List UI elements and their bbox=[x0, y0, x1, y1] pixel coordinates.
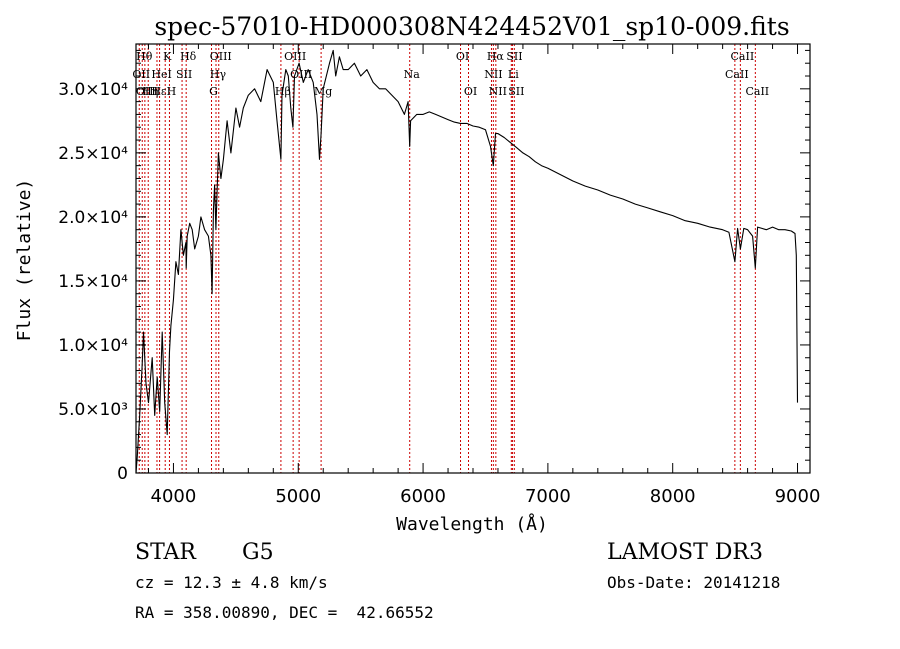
line-marker-label-0: OII bbox=[132, 68, 150, 81]
coordinates-readout: RA = 358.00890, DEC = 42.66552 bbox=[135, 603, 434, 622]
line-marker-label-19: OI bbox=[464, 85, 477, 98]
line-marker-label-6: K bbox=[163, 50, 172, 63]
redshift-readout: cz = 12.3 ± 4.8 km/s bbox=[135, 573, 328, 592]
y-tick-label-0: 0 bbox=[117, 464, 128, 484]
y-tick-label-3: 1.5×10⁴ bbox=[58, 272, 128, 292]
y-tick-label-5: 2.5×10⁴ bbox=[58, 144, 128, 164]
line-marker-label-11: Hγ bbox=[210, 68, 227, 81]
x-tick-label-3: 7000 bbox=[525, 486, 571, 507]
x-tick-label-4: 8000 bbox=[650, 486, 696, 507]
line-marker-label-group: OIIHθOIIIHηHεHeIKHSIIHδGHγOIIIHβOIIIOIII… bbox=[132, 50, 769, 98]
y-tick-label-2: 1.0×10⁴ bbox=[58, 336, 128, 356]
spectrum-series-line bbox=[135, 49, 799, 474]
line-marker-label-26: CaII bbox=[725, 68, 749, 81]
x-tick-label-2: 6000 bbox=[400, 486, 446, 507]
plot-frame bbox=[135, 43, 811, 474]
x-axis-label: Wavelength (Å) bbox=[396, 513, 548, 535]
chart-title: spec-57010-HD000308N424452V01_sp10-009.f… bbox=[154, 12, 789, 41]
line-marker-label-17: Na bbox=[404, 68, 421, 81]
object-class: STAR bbox=[135, 540, 196, 565]
object-subclass: G5 bbox=[242, 540, 274, 565]
y-tick-label-6: 3.0×10⁴ bbox=[58, 80, 128, 100]
line-marker-label-27: CaII bbox=[731, 50, 755, 63]
line-marker-label-25: SII bbox=[508, 85, 524, 98]
line-marker-group bbox=[138, 44, 756, 473]
survey-name: LAMOST DR3 bbox=[607, 540, 763, 565]
line-marker-label-20: NII bbox=[484, 68, 502, 81]
line-marker-label-10: G bbox=[209, 85, 218, 98]
line-marker-label-1: Hθ bbox=[136, 50, 153, 63]
line-marker-label-2: OIII bbox=[136, 85, 158, 98]
x-tick-label-5: 9000 bbox=[775, 486, 821, 507]
y-axis-label: Flux (relative) bbox=[14, 179, 35, 342]
line-marker-label-24: SII bbox=[506, 50, 522, 63]
obs-date: Obs-Date: 20141218 bbox=[607, 573, 781, 592]
line-marker-label-21: Hα bbox=[487, 50, 505, 63]
y-tick-label-4: 2.0×10⁴ bbox=[58, 208, 128, 228]
x-tick-label-1: 5000 bbox=[275, 486, 321, 507]
line-marker-label-14: OIII bbox=[284, 50, 306, 63]
line-marker-label-4: Hε bbox=[151, 85, 167, 98]
x-axis: 4000 5000 6000 7000 8000 9000 bbox=[147, 44, 821, 507]
line-marker-label-3: Hη bbox=[142, 85, 158, 98]
y-axis: 0 5.0×10³ 1.0×10⁴ 1.5×10⁴ 2.0×10⁴ 2.5×10⁴ 3.0×… bbox=[58, 49, 810, 484]
line-marker-label-23: Li bbox=[508, 68, 519, 81]
line-marker-label-9: Hδ bbox=[180, 50, 197, 63]
line-marker-label-22: NII bbox=[489, 85, 507, 98]
line-marker-label-28: CaII bbox=[745, 85, 769, 98]
line-marker-label-12: OIII bbox=[210, 50, 232, 63]
x-tick-label-0: 4000 bbox=[151, 486, 197, 507]
y-tick-label-1: 5.0×10³ bbox=[58, 400, 128, 420]
line-marker-label-8: SII bbox=[176, 68, 192, 81]
line-marker-label-5: HeI bbox=[151, 68, 171, 81]
line-marker-label-18: OI bbox=[456, 50, 469, 63]
line-marker-label-7: H bbox=[167, 85, 177, 98]
